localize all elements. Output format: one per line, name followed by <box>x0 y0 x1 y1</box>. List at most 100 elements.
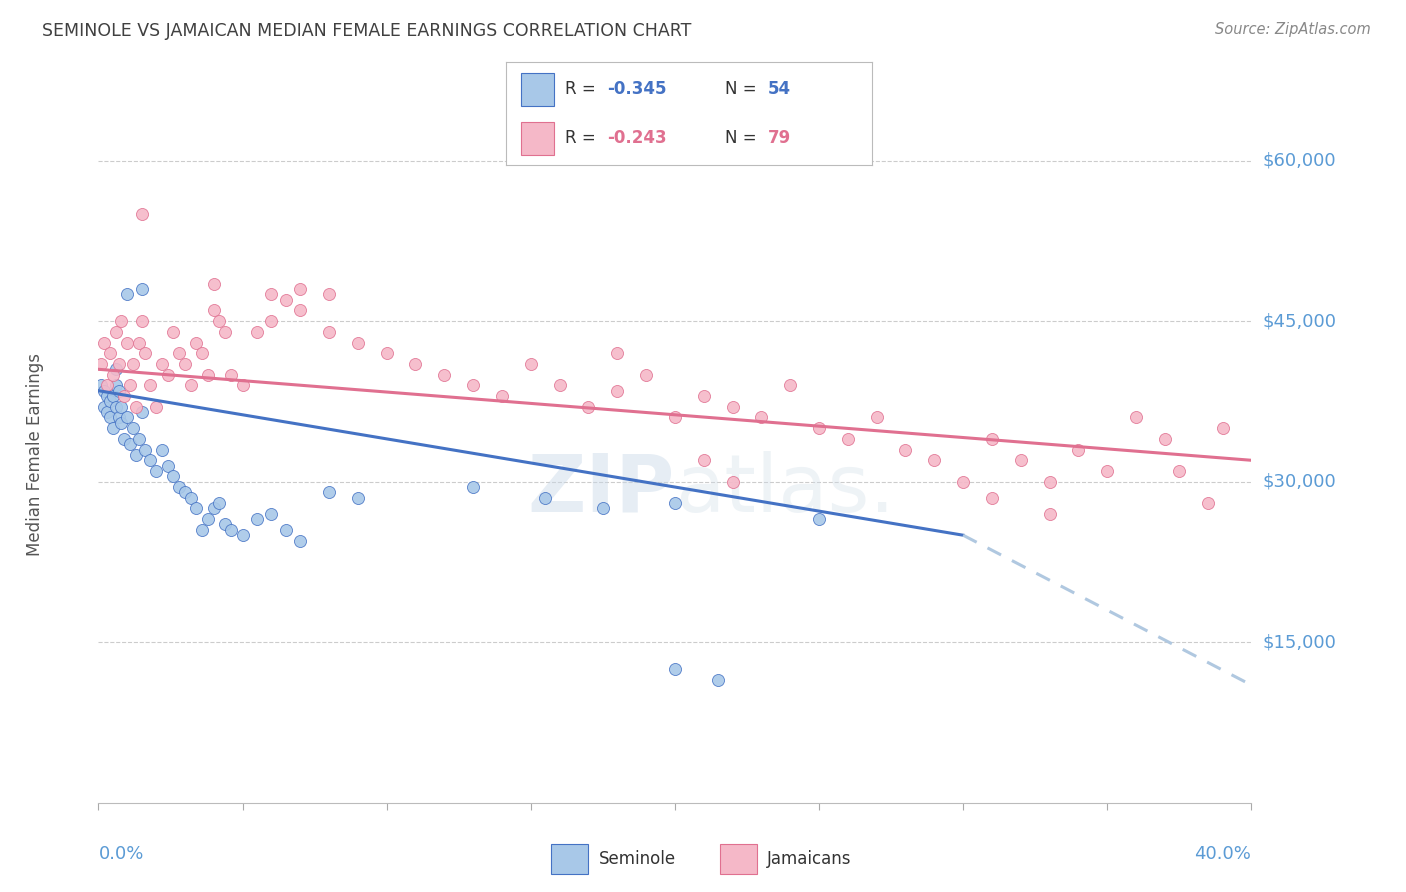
Text: N =: N = <box>725 129 762 147</box>
Point <box>125 448 148 462</box>
Point <box>952 475 974 489</box>
Point <box>112 389 135 403</box>
Point <box>90 378 112 392</box>
Point <box>167 346 190 360</box>
Point <box>318 287 340 301</box>
Text: N =: N = <box>725 80 762 98</box>
Point <box>606 384 628 398</box>
Point <box>1168 464 1191 478</box>
Point <box>433 368 456 382</box>
Point <box>101 368 124 382</box>
Point <box>134 346 156 360</box>
Point <box>174 485 197 500</box>
Text: 40.0%: 40.0% <box>1195 845 1251 863</box>
Text: $30,000: $30,000 <box>1263 473 1337 491</box>
Point <box>112 432 135 446</box>
Point <box>721 400 744 414</box>
Point <box>318 485 340 500</box>
Point <box>1010 453 1032 467</box>
Text: 54: 54 <box>768 80 790 98</box>
Point <box>150 442 173 457</box>
Point <box>664 662 686 676</box>
Point <box>180 378 202 392</box>
Point <box>202 303 225 318</box>
Point <box>491 389 513 403</box>
Point <box>606 346 628 360</box>
Point <box>636 368 658 382</box>
Point <box>1125 410 1147 425</box>
Text: Source: ZipAtlas.com: Source: ZipAtlas.com <box>1215 22 1371 37</box>
Point <box>107 410 129 425</box>
Point <box>260 314 283 328</box>
Point <box>807 512 830 526</box>
Point <box>260 287 283 301</box>
Point <box>981 432 1004 446</box>
Point <box>104 400 127 414</box>
Point <box>134 442 156 457</box>
Point <box>120 437 142 451</box>
Text: atlas.: atlas. <box>675 450 894 529</box>
Point <box>104 362 127 376</box>
Point <box>150 357 173 371</box>
Point <box>191 346 214 360</box>
Point <box>548 378 571 392</box>
Point <box>145 400 167 414</box>
Point <box>1097 464 1119 478</box>
Text: $45,000: $45,000 <box>1263 312 1337 330</box>
Point <box>98 394 121 409</box>
Point <box>96 378 118 392</box>
Point <box>1197 496 1219 510</box>
Point <box>290 303 312 318</box>
Text: R =: R = <box>565 80 600 98</box>
Point <box>167 480 190 494</box>
Text: Jamaicans: Jamaicans <box>768 850 852 868</box>
Point <box>208 314 231 328</box>
Point <box>664 410 686 425</box>
Point <box>231 528 254 542</box>
Text: ZIP: ZIP <box>527 450 675 529</box>
Point <box>592 501 614 516</box>
Point <box>162 469 184 483</box>
Text: SEMINOLE VS JAMAICAN MEDIAN FEMALE EARNINGS CORRELATION CHART: SEMINOLE VS JAMAICAN MEDIAN FEMALE EARNI… <box>42 22 692 40</box>
Point <box>122 357 145 371</box>
Point <box>461 480 484 494</box>
Point <box>107 357 129 371</box>
Point <box>186 335 208 350</box>
Point <box>156 368 179 382</box>
Point <box>260 507 283 521</box>
Point <box>131 405 153 419</box>
Point <box>98 410 121 425</box>
Point <box>922 453 945 467</box>
Point <box>98 346 121 360</box>
Point <box>246 325 269 339</box>
Point <box>110 400 132 414</box>
Point <box>202 501 225 516</box>
Point <box>214 517 236 532</box>
Point <box>162 325 184 339</box>
Point <box>128 335 150 350</box>
Point <box>96 389 118 403</box>
Point <box>104 325 127 339</box>
Point <box>107 384 129 398</box>
Point <box>101 389 124 403</box>
Point <box>246 512 269 526</box>
FancyBboxPatch shape <box>520 122 554 155</box>
Point <box>197 368 219 382</box>
Point <box>156 458 179 473</box>
Point <box>117 287 138 301</box>
Point <box>318 325 340 339</box>
FancyBboxPatch shape <box>551 844 588 874</box>
Text: Seminole: Seminole <box>599 850 675 868</box>
Point <box>837 432 859 446</box>
Point <box>274 293 297 307</box>
Point <box>214 325 236 339</box>
Text: Median Female Earnings: Median Female Earnings <box>25 353 44 557</box>
Text: R =: R = <box>565 129 600 147</box>
Point <box>1038 475 1062 489</box>
Point <box>174 357 197 371</box>
Point <box>139 378 162 392</box>
Point <box>117 410 138 425</box>
Text: -0.345: -0.345 <box>607 80 666 98</box>
Point <box>894 442 917 457</box>
Point <box>120 378 142 392</box>
